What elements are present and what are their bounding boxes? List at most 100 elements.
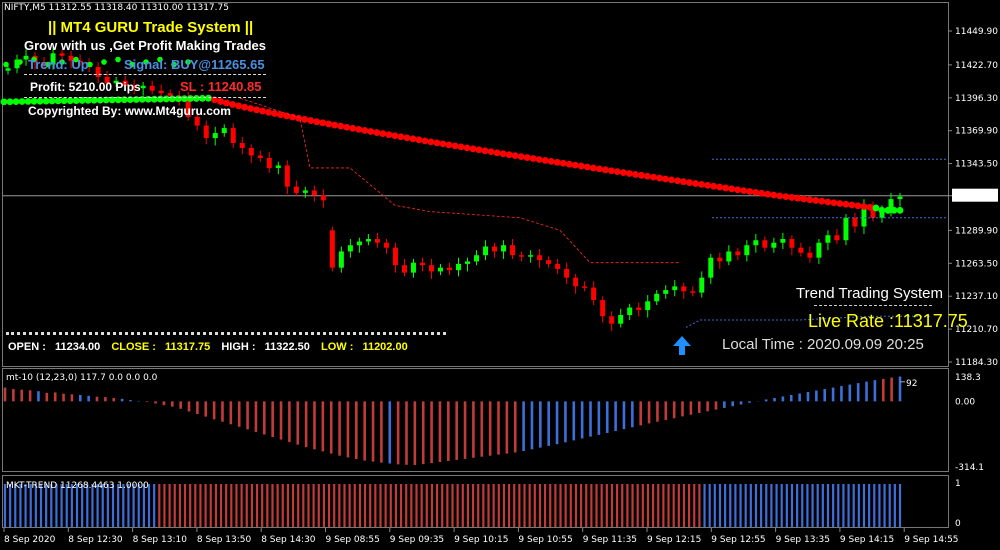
trend-dot [740, 187, 748, 195]
candle-body [140, 85, 146, 89]
candle [690, 286, 696, 297]
open-value: 11234.00 [54, 341, 101, 353]
candle-body [113, 80, 119, 84]
trend-dot [505, 151, 513, 159]
candle-body [446, 267, 452, 271]
divider [24, 74, 266, 75]
candle [465, 257, 471, 272]
trend-dot [325, 120, 333, 128]
candle [762, 236, 768, 252]
trend-dot [439, 140, 447, 148]
trend-dot [277, 111, 285, 119]
candle-body [897, 196, 903, 200]
trend-dot [884, 206, 892, 214]
x-tick-label: 8 Sep 13:10 [133, 535, 188, 545]
trend-dot [211, 96, 218, 104]
candle-body [771, 242, 777, 248]
candle [519, 251, 525, 262]
candle-body [672, 286, 678, 291]
trend-dot [457, 143, 465, 151]
trend-dot [361, 127, 369, 134]
y-tick-label: 11184.30 [955, 358, 998, 368]
trend-dot [31, 56, 37, 63]
candle-body [167, 93, 173, 96]
candle-body [383, 242, 389, 248]
trend-dot [854, 202, 862, 210]
trend-dot [54, 97, 62, 105]
y-tick-label: 11369.90 [955, 127, 998, 137]
candle [320, 189, 326, 208]
candle-body [627, 307, 633, 316]
candle-body [347, 245, 353, 252]
candle [284, 160, 290, 195]
trend-dot [517, 153, 525, 161]
trend-dot [199, 94, 206, 102]
candle-body [798, 247, 804, 253]
candle [798, 242, 804, 257]
y-tick-label: 11449.90 [955, 27, 998, 37]
candle-body [825, 235, 831, 243]
osc-tick-label: -314.1 [955, 463, 984, 473]
y-tick-label: 11343.50 [955, 160, 998, 170]
trend-dot [181, 95, 188, 103]
trend-dot [223, 99, 230, 107]
trend-dot [185, 59, 191, 65]
candle-body [870, 205, 876, 218]
x-tick-label: 9 Sep 14:15 [840, 535, 894, 545]
trend-dot [114, 96, 122, 104]
low-value: 11202.00 [362, 341, 408, 353]
candle-body [573, 277, 579, 287]
trend-dot [577, 162, 585, 170]
trend-dot [638, 171, 645, 179]
trend-dot [583, 163, 591, 171]
trend-dot [776, 192, 784, 200]
candle-body [456, 263, 462, 271]
candle [726, 245, 732, 266]
trend-dot [319, 119, 327, 127]
candle-body [618, 315, 624, 324]
trend-dot [229, 101, 236, 108]
trend-dot [607, 167, 615, 175]
candle-body [23, 55, 29, 60]
trend-dot [421, 137, 429, 145]
trend-dot [403, 134, 411, 142]
candle-body [537, 255, 543, 261]
trend-dot [115, 56, 121, 63]
candle [744, 240, 750, 262]
trend-dot [6, 98, 14, 106]
ohlc-separator [6, 332, 446, 335]
trend-dot [96, 96, 104, 104]
candle-body [492, 246, 498, 252]
candle-body [852, 217, 858, 227]
trend-dot [59, 59, 65, 65]
candle [68, 50, 74, 69]
trend-dot [565, 160, 573, 168]
trend-dot [716, 183, 723, 191]
candle-body [816, 242, 822, 258]
candle [699, 271, 705, 298]
candle-body [302, 190, 308, 193]
candle [356, 237, 362, 253]
candle-body [320, 195, 326, 201]
candle-body [356, 241, 362, 246]
candle [663, 285, 669, 299]
trend-dot [674, 177, 681, 185]
candle [95, 62, 101, 84]
candle [852, 212, 858, 233]
sl-label: SL : 11240.85 [180, 79, 262, 94]
main-panel-frame [2, 2, 949, 367]
trend-dot [143, 59, 149, 65]
candle [248, 144, 254, 163]
candle [113, 76, 119, 87]
trend-dot [692, 180, 699, 187]
x-tick-label: 9 Sep 14:55 [904, 535, 958, 545]
trend-dot [644, 172, 651, 180]
chart-frames [2, 2, 949, 528]
y-tick-label: 11317.75 [955, 192, 998, 202]
buy-arrow-icon [673, 336, 691, 355]
candle [483, 240, 489, 261]
candle [122, 75, 128, 91]
trend-dot [259, 107, 266, 115]
